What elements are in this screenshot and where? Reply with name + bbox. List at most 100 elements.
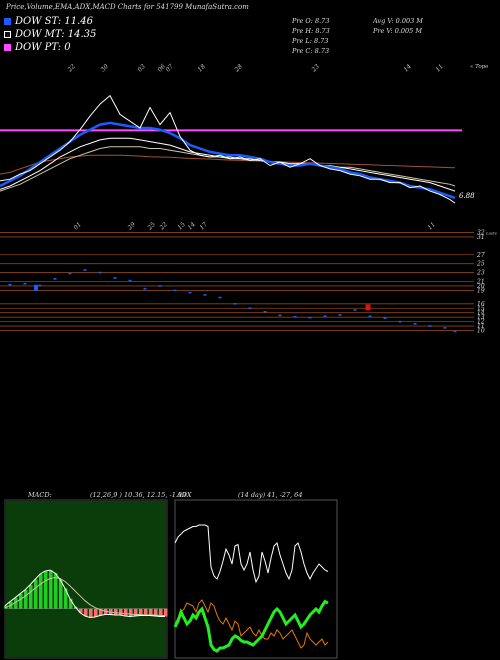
volume-date-tick: 29 (126, 221, 137, 232)
volume-point (83, 269, 87, 271)
ema-mid-line (0, 137, 456, 192)
volume-date-tick: 14 (186, 221, 196, 231)
volume-point (263, 311, 267, 313)
macd-histogram-bar (164, 608, 168, 617)
corner-label: « Tope (470, 64, 489, 70)
macd-signal-line (4, 576, 165, 616)
volume-date-tick: 17 (198, 221, 208, 231)
adx-panel (173, 499, 338, 659)
date-tick: 14 (402, 63, 412, 73)
date-tick: 28 (233, 63, 244, 74)
volume-point (8, 283, 12, 286)
date-tick: 07 (164, 63, 174, 73)
level-label: 13 (477, 314, 485, 321)
volume-point (68, 272, 72, 275)
volume-point (323, 315, 327, 318)
macd-histogram-bar (139, 608, 143, 616)
dow-mt-label: DOW MT: 14.35 (15, 29, 97, 40)
adx-params: (14 day) 41, -27, 64 (238, 491, 303, 499)
avg-volume: Avg V: 0.003 M (373, 17, 423, 25)
level-label: 21 (476, 279, 485, 286)
macd-params: (12,26,9 ) 10.36, 12.15, -1.99 (90, 491, 187, 499)
dow-mt-swatch (4, 31, 11, 38)
macd-histogram-bar (24, 589, 28, 609)
adx-minus-di-line (174, 599, 329, 649)
ema-short-line (0, 121, 456, 200)
macd-histogram-bar (159, 608, 163, 617)
volume-point (278, 314, 282, 317)
level-label: 19 (477, 287, 485, 294)
macd-histogram-bar (69, 598, 73, 609)
macd-histogram-bar (19, 593, 23, 609)
volume-point (428, 325, 432, 327)
date-tick: 03 (136, 63, 146, 73)
last-price-label: 6.88 (459, 192, 475, 200)
volume-date-tick: 01 (72, 221, 82, 231)
level-label: 32 (477, 229, 485, 236)
prev-close: Pre C: 8.73 (292, 47, 330, 55)
macd-histogram-bar (39, 574, 43, 609)
volume-date-tick: 15 (176, 221, 186, 231)
level-label: 27 (476, 252, 485, 259)
date-tick: 18 (196, 63, 206, 73)
macd-panel (4, 499, 168, 659)
volume-point (338, 314, 342, 316)
macd-histogram-bar (54, 573, 58, 609)
volume-date-tick: 11 (426, 221, 436, 231)
macd-histogram-bar (14, 597, 18, 609)
volume-point (248, 307, 252, 310)
prev-open: Pre O: 8.73 (292, 17, 330, 25)
adx-frame (174, 499, 338, 659)
level-label: 15 (477, 305, 485, 312)
volume-point (23, 282, 27, 285)
volume-point (293, 315, 297, 318)
prev-low: Pre L: 8.73 (292, 37, 329, 45)
macd-label: MACD: (28, 491, 52, 499)
volume-point (398, 320, 402, 323)
volume-date-tick: 22 (158, 221, 169, 232)
volume-point (113, 277, 117, 279)
marker-red (365, 304, 371, 311)
volume-point (443, 327, 447, 329)
volume-point (173, 289, 177, 292)
level-label: 11 (477, 323, 485, 330)
dow-st-swatch (4, 18, 11, 25)
macd-histogram-bar (59, 579, 63, 609)
dow-pt-swatch (4, 44, 11, 51)
volume-point (188, 291, 192, 294)
prev-high: Pre H: 8.73 (292, 27, 330, 35)
volume-date-tick: 25 (146, 221, 157, 232)
macd-histogram-bar (64, 588, 68, 609)
dow-pt-label: DOW PT: 0 (15, 42, 71, 53)
price-line (0, 94, 456, 204)
dow-st-label: DOW ST: 11.46 (15, 16, 94, 27)
volume-point (308, 316, 312, 319)
level-label: 12 (477, 319, 485, 326)
adx-plus-di-line (173, 599, 329, 653)
macd-histogram-bar (94, 608, 98, 618)
level-label: 20 (476, 283, 485, 290)
volume-point (413, 323, 417, 325)
volume-point (368, 315, 372, 318)
macd-histogram-bar (154, 608, 158, 617)
level-label: 14 (477, 310, 485, 317)
macd-histogram-bar (134, 608, 138, 617)
level-suffix: Laste (485, 230, 498, 235)
macd-background (6, 501, 166, 657)
macd-histogram-bar (119, 608, 123, 616)
macd-histogram-bar (114, 608, 118, 616)
adx-line (174, 524, 329, 584)
macd-histogram-bar (44, 571, 48, 609)
dow-st-legend: DOW ST: 11.46 (4, 16, 93, 27)
macd-histogram-bar (84, 608, 88, 617)
macd-line (4, 569, 165, 619)
marker-blue (34, 284, 38, 291)
volume-point (53, 278, 57, 280)
volume-point (143, 287, 147, 290)
level-label: 16 (477, 301, 485, 308)
date-tick: 30 (99, 63, 109, 73)
volume-point (233, 302, 237, 305)
